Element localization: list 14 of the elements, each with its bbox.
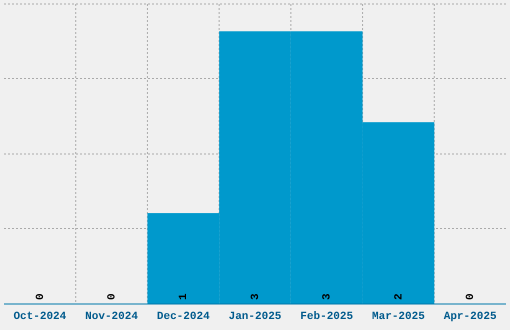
x-tick-label: Feb-2025 (300, 311, 354, 323)
data-label: 1 (178, 293, 190, 300)
data-label: 0 (465, 293, 478, 300)
data-label: 3 (322, 293, 334, 300)
data-label: 3 (250, 293, 262, 300)
data-label: 2 (393, 293, 406, 300)
data-label: 0 (34, 293, 47, 300)
x-tick-label: Apr-2025 (444, 311, 497, 323)
data-label: 0 (106, 293, 118, 300)
x-tick-label: Mar-2025 (372, 311, 426, 323)
x-tick-label: Nov-2024 (85, 311, 138, 323)
x-tick-label: Dec-2024 (156, 311, 210, 323)
x-tick-label: Jan-2025 (228, 311, 282, 323)
x-tick-label: Oct-2024 (13, 311, 67, 323)
